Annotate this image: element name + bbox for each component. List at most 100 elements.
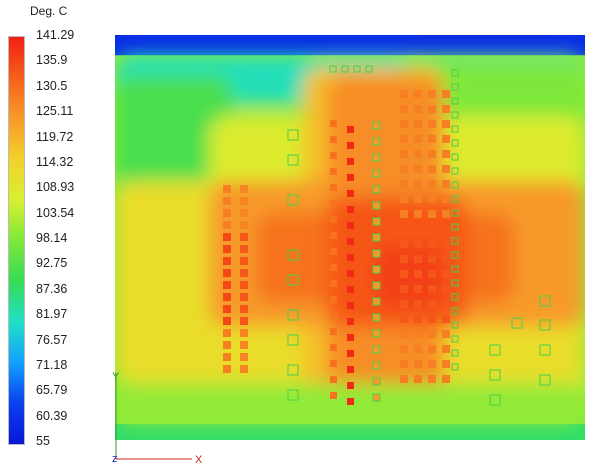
component-slot <box>451 363 459 371</box>
scale-tick-label: 92.75 <box>36 256 68 271</box>
component-pad <box>330 136 337 143</box>
component-outline <box>539 344 551 356</box>
component-pad <box>330 392 337 399</box>
component-pad <box>400 300 408 308</box>
component-pad <box>428 240 436 248</box>
component-pad <box>372 265 381 274</box>
component-pad <box>330 360 337 367</box>
component-footprint <box>223 233 231 241</box>
component-footprint <box>223 221 231 229</box>
component-pad <box>330 232 337 239</box>
component-footprint <box>240 353 248 361</box>
component-pad <box>442 120 450 128</box>
component-pad <box>442 330 450 338</box>
component-pad <box>330 120 337 127</box>
component-slot <box>451 125 459 133</box>
component-footprint <box>240 197 248 205</box>
component-pad <box>330 248 337 255</box>
component-pad <box>400 240 408 248</box>
component-slot <box>451 279 459 287</box>
component-pad <box>428 225 436 233</box>
component-pad <box>414 315 422 323</box>
component-footprint <box>240 293 248 301</box>
x-axis-label: X <box>195 454 203 466</box>
component-footprint <box>223 329 231 337</box>
scale-tick-label: 108.93 <box>36 180 75 195</box>
scale-tick-label: 141.29 <box>36 28 75 42</box>
component-pad <box>428 90 436 98</box>
component-slot <box>451 237 459 245</box>
component-pad <box>428 165 436 173</box>
component-outline <box>539 295 551 307</box>
component-pad <box>442 90 450 98</box>
component-pad <box>442 240 450 248</box>
scale-tick-label: 119.72 <box>36 129 74 144</box>
component-outline <box>287 364 299 376</box>
component-slot <box>451 111 459 119</box>
axis-triad: Y X z <box>112 371 203 466</box>
component-pad <box>330 152 337 159</box>
component-pad <box>428 150 436 158</box>
scale-tick-label: 71.18 <box>36 357 68 372</box>
component-pad <box>442 180 450 188</box>
component-pad <box>330 184 337 191</box>
component-footprint <box>223 365 231 373</box>
component-outline <box>489 394 501 406</box>
component-pad <box>428 135 436 143</box>
component-pad <box>428 375 436 383</box>
component-slot <box>451 209 459 217</box>
component-footprint <box>240 341 248 349</box>
component-pad <box>347 126 354 133</box>
component-pad <box>400 285 408 293</box>
component-footprint <box>240 305 248 313</box>
component-pad <box>372 233 381 242</box>
component-pad <box>347 222 354 229</box>
component-pad <box>330 376 337 383</box>
component-pad <box>400 345 408 353</box>
component-slot <box>451 335 459 343</box>
component-outline <box>287 194 299 206</box>
component-pad <box>442 285 450 293</box>
component-pad <box>442 300 450 308</box>
component-pad <box>414 345 422 353</box>
component-pad <box>414 240 422 248</box>
component-pad <box>372 121 381 130</box>
component-pad <box>442 315 450 323</box>
component-footprint <box>240 221 248 229</box>
component-pad <box>400 150 408 158</box>
component-outline <box>539 319 551 331</box>
component-pad <box>414 135 422 143</box>
component-pad <box>428 330 436 338</box>
component-pad <box>400 165 408 173</box>
component-pad <box>347 398 354 405</box>
component-pad <box>442 150 450 158</box>
z-axis-label: z <box>112 453 118 465</box>
component-footprint <box>223 185 231 193</box>
component-pad <box>347 206 354 213</box>
component-pad <box>400 270 408 278</box>
component-pad <box>372 297 381 306</box>
scale-tick-label: 76.57 <box>36 332 68 347</box>
component-pad <box>442 195 450 203</box>
component-outline <box>287 274 299 286</box>
component-pad <box>347 238 354 245</box>
component-pad <box>400 90 408 98</box>
component-pad <box>428 120 436 128</box>
component-pad <box>428 210 436 218</box>
component-pad <box>330 168 337 175</box>
component-pad <box>347 270 354 277</box>
component-footprint <box>223 341 231 349</box>
component-pad <box>372 377 381 386</box>
component-outline <box>287 154 299 166</box>
component-footprint <box>223 317 231 325</box>
component-pad <box>347 318 354 325</box>
field-bottom-edge <box>115 423 585 440</box>
temperature-field <box>115 35 585 440</box>
component-pad <box>442 210 450 218</box>
component-pad <box>442 225 450 233</box>
y-axis-label: Y <box>112 371 120 383</box>
scale-tick-label: 65.79 <box>36 383 68 398</box>
component-pad <box>330 328 337 335</box>
component-footprint <box>240 245 248 253</box>
component-pad <box>442 165 450 173</box>
